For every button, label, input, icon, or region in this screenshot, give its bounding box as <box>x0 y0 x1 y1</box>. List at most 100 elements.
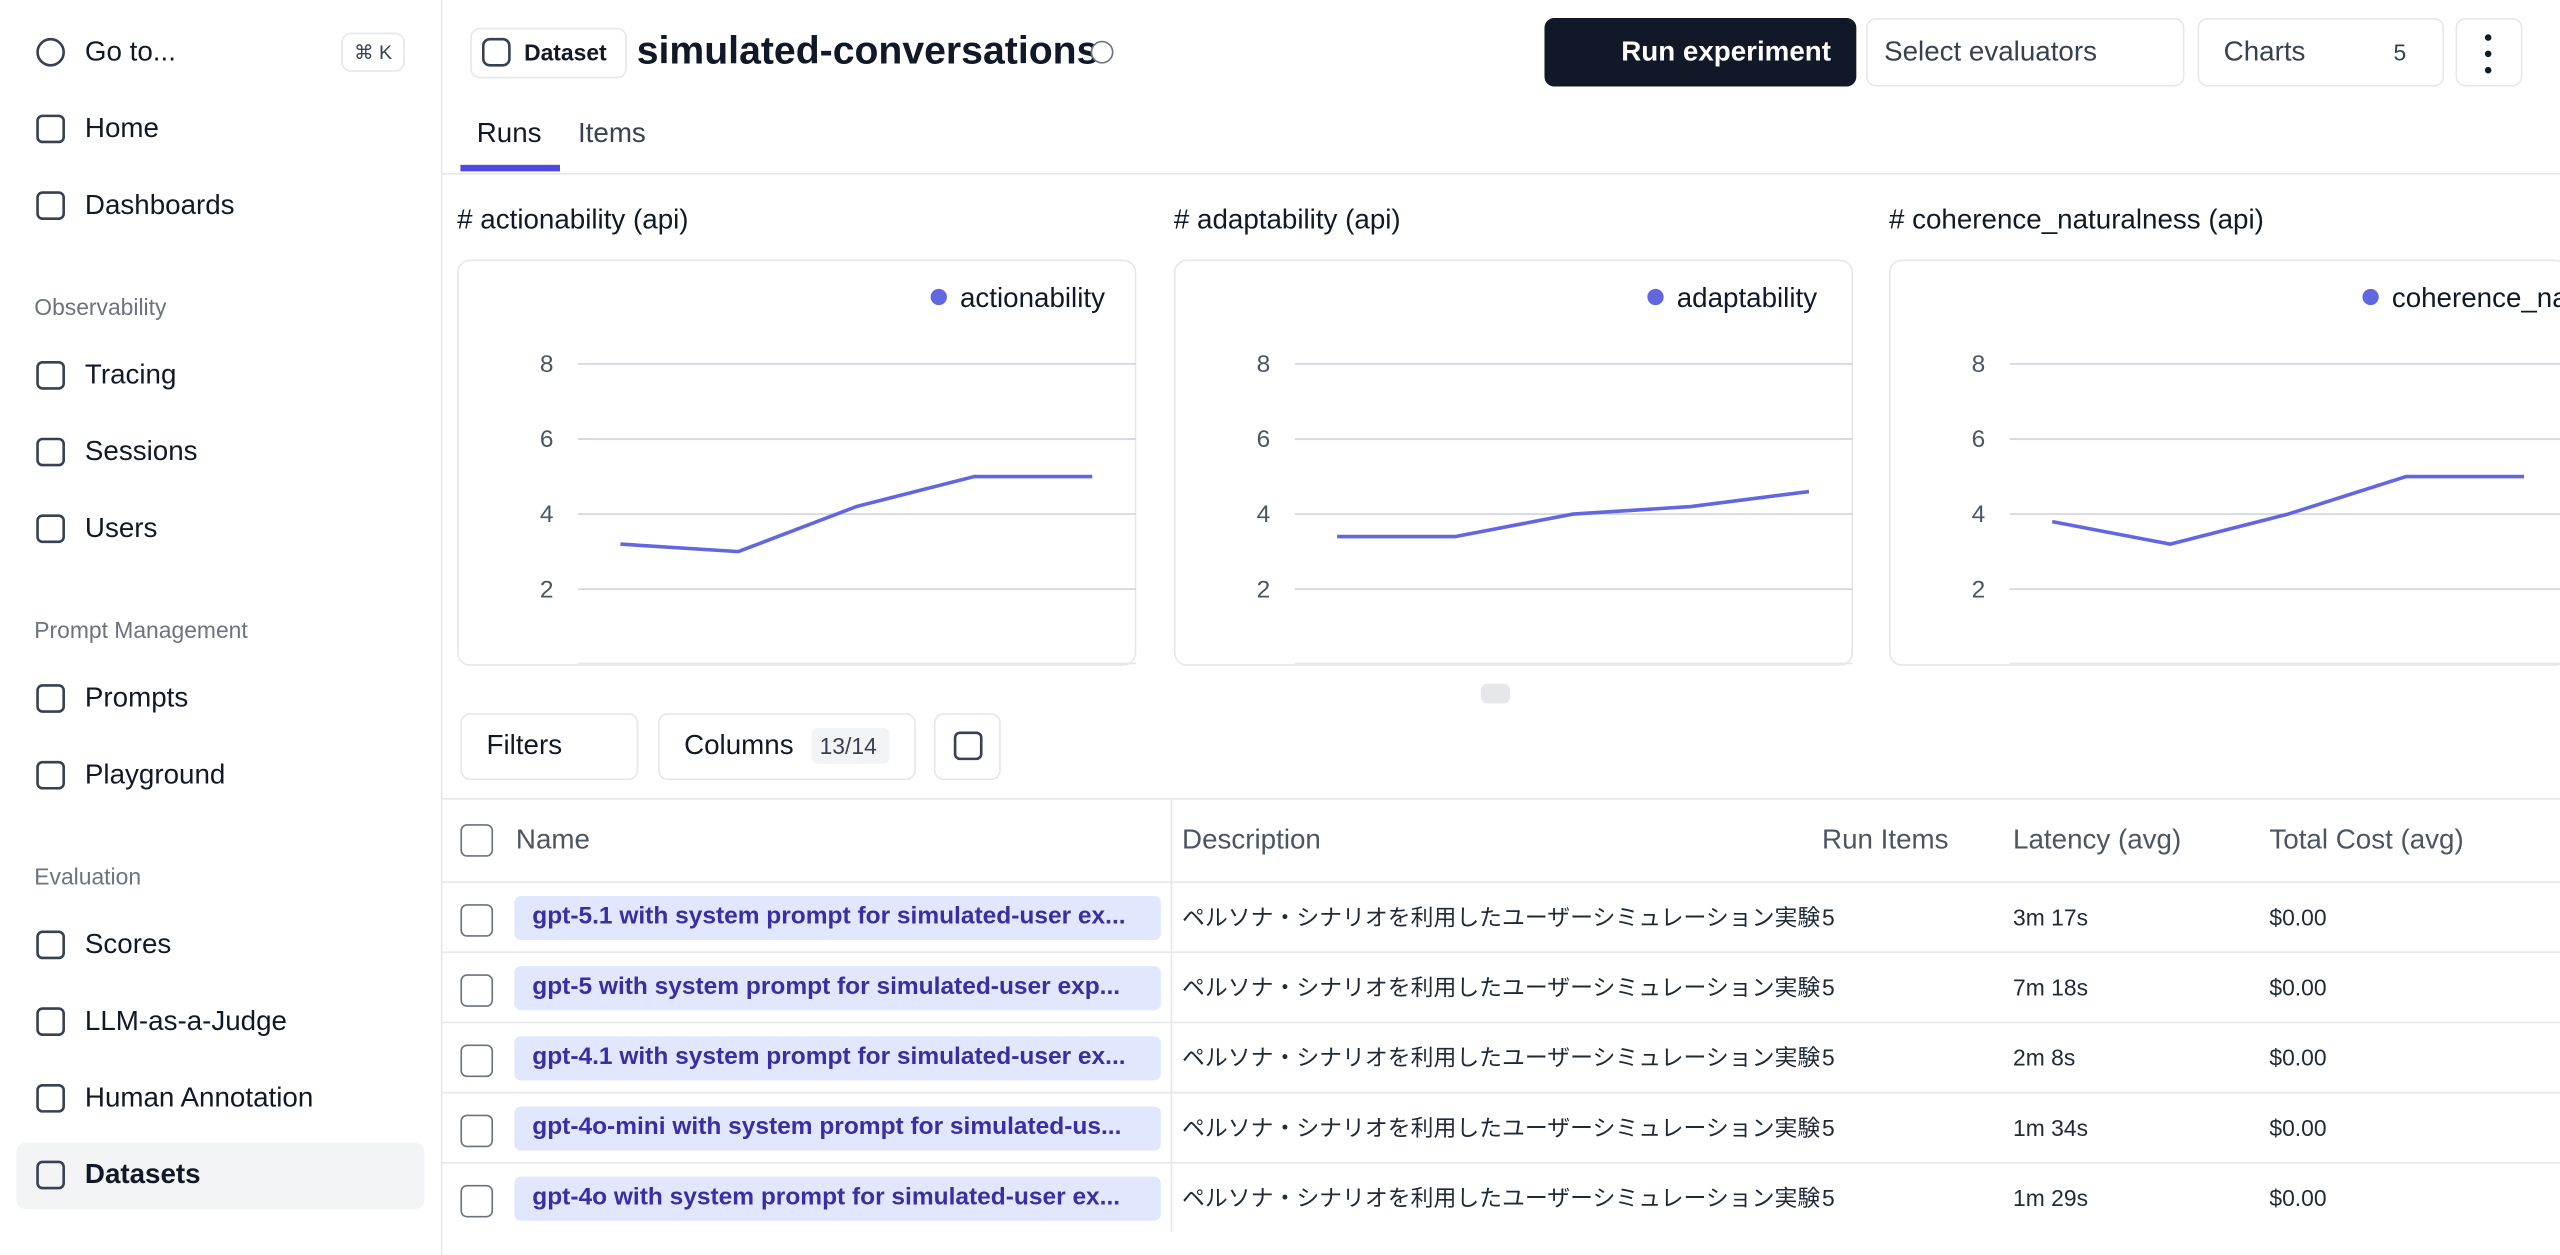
column-header: Total Cost (avg) <box>2269 824 2464 856</box>
dot <box>2484 50 2492 58</box>
cell: 1m 29s <box>2013 1184 2089 1211</box>
cell: 3m 17s <box>2013 904 2089 931</box>
name-pill <box>514 895 1161 941</box>
chart-title: # adaptability (api) <box>1173 203 1401 236</box>
nav-heading: Prompt Management <box>34 616 248 644</box>
nav-item[interactable]: Playground <box>84 758 226 790</box>
checkbox[interactable] <box>460 1184 494 1218</box>
chart-title: # actionability (api) <box>457 203 689 236</box>
checkbox[interactable] <box>460 1114 494 1148</box>
evaluators-select[interactable] <box>1866 17 2185 87</box>
sidebar <box>0 0 443 1255</box>
nav-item[interactable]: Users <box>84 512 158 544</box>
cell: 5 <box>1822 974 1835 1001</box>
y-tick-label: 8 <box>1257 351 1271 378</box>
checkbox[interactable] <box>460 1044 494 1078</box>
cell[interactable]: gpt-4o with system prompt for simulated-… <box>532 1183 1121 1211</box>
run-button-label[interactable]: Run experiment <box>1621 35 1831 67</box>
icon <box>36 1007 65 1036</box>
chart-panel <box>457 259 1137 666</box>
nav-item[interactable]: Home <box>84 112 159 144</box>
chart-title: # coherence_naturalness (api) <box>1888 203 2264 236</box>
row-separator <box>442 1021 2560 1024</box>
run-button[interactable] <box>1544 17 1857 87</box>
nav-heading: Observability <box>34 293 167 320</box>
filters-button[interactable] <box>460 713 639 781</box>
nav-item[interactable]: Sessions <box>84 435 198 467</box>
icon <box>36 360 65 390</box>
legend-label: coherence_naturalness <box>2392 282 2560 313</box>
cell[interactable]: gpt-5.1 with system prompt for simulated… <box>532 902 1126 931</box>
legend-label: actionability <box>960 282 1105 313</box>
checkbox[interactable] <box>460 974 494 1007</box>
series-line <box>2051 474 2525 546</box>
legend-label: adaptability <box>1677 282 1817 313</box>
columns-label[interactable]: Columns <box>684 729 794 761</box>
dot <box>2484 34 2492 41</box>
y-tick-label: 6 <box>1972 426 1986 453</box>
name-pill <box>514 1176 1161 1221</box>
row-separator <box>442 1161 2560 1164</box>
tab[interactable]: Runs <box>476 117 542 149</box>
cell[interactable]: gpt-4o-mini with system prompt for simul… <box>532 1113 1122 1141</box>
chart: 2 4 6 8 actionability <box>540 282 1137 665</box>
cell: $0.00 <box>2269 1044 2327 1071</box>
dot <box>2484 66 2492 74</box>
row-separator <box>442 881 2560 883</box>
icon <box>953 731 983 761</box>
cell: 7m 18s <box>2013 974 2089 1001</box>
y-tick-label: 2 <box>540 576 554 603</box>
icon <box>36 1160 65 1190</box>
charts-label[interactable]: Charts <box>2223 35 2306 67</box>
name-pill <box>514 1106 1161 1151</box>
nav-item[interactable]: Dashboards <box>84 189 235 221</box>
checkbox[interactable] <box>460 824 494 857</box>
chart: 2 4 6 8 coherence_naturalness <box>1972 282 2560 665</box>
name-pill <box>514 966 1161 1011</box>
row-separator <box>442 951 2560 954</box>
columns-count: 13/14 <box>819 732 877 759</box>
nav-item[interactable]: Human Annotation <box>84 1082 314 1114</box>
charts-button[interactable] <box>2197 17 2445 87</box>
evaluators-label[interactable]: Select evaluators <box>1884 35 2097 67</box>
nav-item[interactable]: Prompts <box>84 682 189 714</box>
legend-marker <box>2362 288 2379 306</box>
cell: 1m 34s <box>2013 1114 2089 1141</box>
cell: 2m 8s <box>2013 1044 2076 1071</box>
shortcut: ⌘ K <box>341 32 405 72</box>
chart-panel <box>1173 259 1854 666</box>
y-tick-label: 8 <box>1972 351 1986 378</box>
nav-item[interactable]: Scores <box>84 928 172 960</box>
y-tick-label: 8 <box>540 351 554 378</box>
y-tick-label: 2 <box>1257 576 1271 603</box>
nav-item[interactable]: Datasets <box>84 1158 201 1190</box>
more-button[interactable] <box>2455 17 2523 87</box>
checkbox[interactable] <box>460 904 494 937</box>
divider <box>442 172 2560 175</box>
column-header: Latency (avg) <box>2013 824 2182 856</box>
icon <box>36 684 65 713</box>
y-tick-label: 4 <box>540 501 554 528</box>
column-header: Name <box>515 824 590 856</box>
tab[interactable]: Items <box>577 117 646 149</box>
column-header: Description <box>1182 824 1321 856</box>
tab-underline <box>460 164 560 172</box>
search[interactable]: Go to... <box>84 35 176 67</box>
badge-label: Dataset <box>524 39 607 66</box>
info-icon[interactable] <box>1090 40 1114 64</box>
cell[interactable]: gpt-4.1 with system prompt for simulated… <box>532 1042 1126 1071</box>
y-tick-label: 4 <box>1257 501 1271 528</box>
cell[interactable]: gpt-5 with system prompt for simulated-u… <box>532 972 1121 1001</box>
resize-handle[interactable] <box>1480 683 1511 704</box>
view-button[interactable] <box>933 713 1001 781</box>
filters-label[interactable]: Filters <box>486 729 563 761</box>
nav-item[interactable]: LLM-as-a-Judge <box>84 1005 287 1037</box>
column-header: Run Items <box>1822 824 1949 856</box>
charts-count: 5 <box>2393 39 2407 66</box>
name-pill <box>514 1036 1161 1081</box>
nav-item[interactable]: Tracing <box>84 359 177 391</box>
cell: $0.00 <box>2269 1114 2327 1141</box>
legend-marker <box>930 288 947 306</box>
